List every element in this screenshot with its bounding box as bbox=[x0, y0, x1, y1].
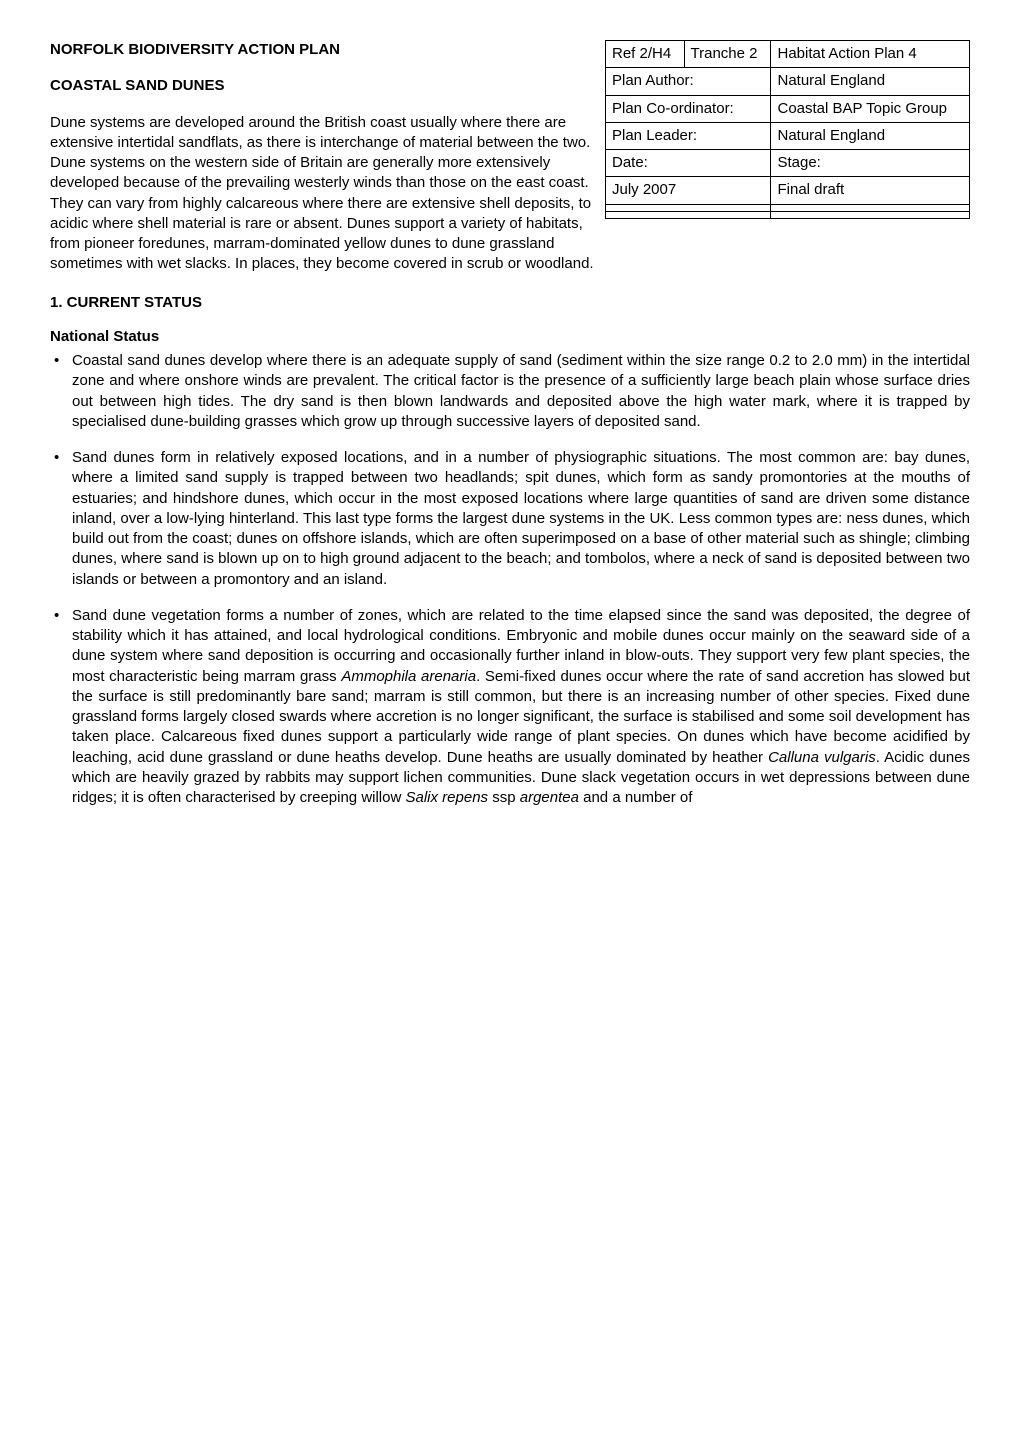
page-subtitle: COASTAL SAND DUNES bbox=[50, 76, 595, 96]
list-item: Coastal sand dunes develop where there i… bbox=[50, 351, 970, 432]
cell-coordinator-value: Coastal BAP Topic Group bbox=[771, 95, 970, 122]
list-item: Sand dunes form in relatively exposed lo… bbox=[50, 448, 970, 590]
table-row bbox=[606, 211, 970, 218]
cell-tranche: Tranche 2 bbox=[684, 41, 771, 68]
page-title: NORFOLK BIODIVERSITY ACTION PLAN bbox=[50, 40, 595, 60]
top-section: NORFOLK BIODIVERSITY ACTION PLAN COASTAL… bbox=[50, 40, 970, 275]
table-row: Plan Co-ordinator: Coastal BAP Topic Gro… bbox=[606, 95, 970, 122]
italic-species: Salix repens bbox=[406, 789, 489, 806]
cell-date-label: Date: bbox=[606, 150, 771, 177]
cell-leader-label: Plan Leader: bbox=[606, 122, 771, 149]
national-status-label: National Status bbox=[50, 327, 970, 347]
cell-habitat: Habitat Action Plan 4 bbox=[771, 41, 970, 68]
cell-coordinator-label: Plan Co-ordinator: bbox=[606, 95, 771, 122]
table-row: Plan Leader: Natural England bbox=[606, 122, 970, 149]
cell-date-value: July 2007 bbox=[606, 177, 771, 204]
bullet-list: Coastal sand dunes develop where there i… bbox=[50, 351, 970, 808]
left-column: NORFOLK BIODIVERSITY ACTION PLAN COASTAL… bbox=[50, 40, 595, 275]
table-row bbox=[606, 204, 970, 211]
text-run: and a number of bbox=[579, 789, 692, 806]
cell-leader-value: Natural England bbox=[771, 122, 970, 149]
right-column: Ref 2/H4 Tranche 2 Habitat Action Plan 4… bbox=[605, 40, 970, 275]
cell-plan-author-label: Plan Author: bbox=[606, 68, 771, 95]
table-row: Plan Author: Natural England bbox=[606, 68, 970, 95]
metadata-table: Ref 2/H4 Tranche 2 Habitat Action Plan 4… bbox=[605, 40, 970, 219]
cell-ref: Ref 2/H4 bbox=[606, 41, 685, 68]
section-heading: 1. CURRENT STATUS bbox=[50, 293, 970, 313]
table-row: Ref 2/H4 Tranche 2 Habitat Action Plan 4 bbox=[606, 41, 970, 68]
cell-empty bbox=[771, 211, 970, 218]
table-row: July 2007 Final draft bbox=[606, 177, 970, 204]
cell-stage-value: Final draft bbox=[771, 177, 970, 204]
cell-stage-label: Stage: bbox=[771, 150, 970, 177]
cell-empty bbox=[771, 204, 970, 211]
intro-paragraph: Dune systems are developed around the Br… bbox=[50, 113, 595, 275]
table-row: Date: Stage: bbox=[606, 150, 970, 177]
list-item: Sand dune vegetation forms a number of z… bbox=[50, 606, 970, 809]
text-run: ssp bbox=[488, 789, 520, 806]
cell-plan-author-value: Natural England bbox=[771, 68, 970, 95]
cell-empty bbox=[606, 211, 771, 218]
italic-species: Ammophila arenaria bbox=[341, 668, 476, 685]
cell-empty bbox=[606, 204, 771, 211]
italic-species: Calluna vulgaris bbox=[768, 749, 876, 766]
italic-species: argentea bbox=[520, 789, 579, 806]
